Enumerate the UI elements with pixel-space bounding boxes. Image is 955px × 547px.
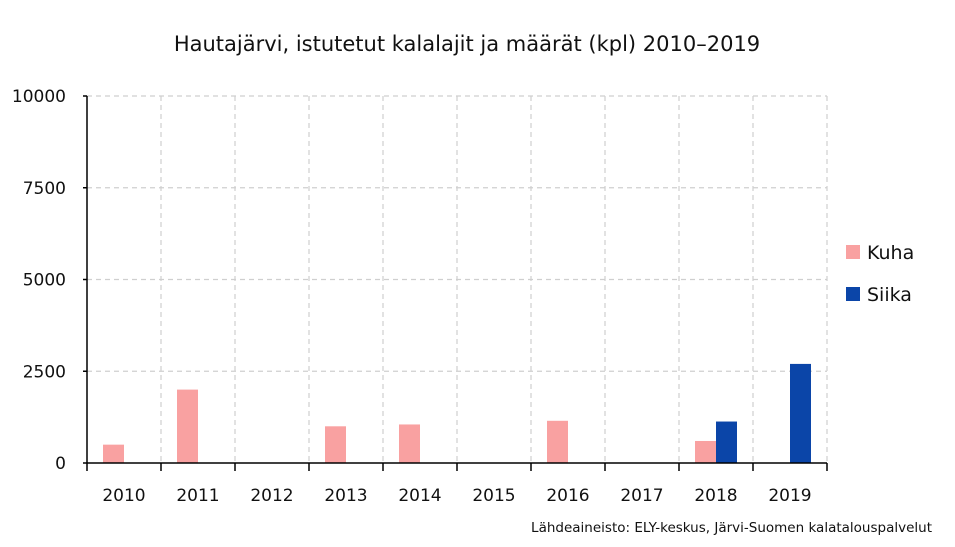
bar-kuha-2011 bbox=[177, 389, 198, 463]
bars bbox=[103, 363, 811, 463]
bar-kuha-2013 bbox=[325, 426, 346, 463]
y-tick-labels: 0 2500 5000 7500 10000 bbox=[12, 87, 66, 474]
bar-siika-2018 bbox=[716, 421, 737, 463]
bar-kuha-2010 bbox=[103, 444, 124, 463]
legend-swatch-kuha bbox=[846, 245, 860, 259]
y-tick-label: 5000 bbox=[23, 271, 66, 291]
x-tick-label: 2018 bbox=[694, 486, 737, 506]
x-tick-label: 2013 bbox=[324, 486, 367, 506]
axes bbox=[83, 95, 828, 471]
source-note: Lähdeaineisto: ELY-keskus, Järvi-Suomen … bbox=[531, 520, 932, 536]
x-tick-label: 2016 bbox=[546, 486, 589, 506]
x-tick-labels: 2010 2011 2012 2013 2014 2015 2016 2017 2018 2019 bbox=[102, 486, 811, 506]
legend-swatch-siika bbox=[846, 287, 860, 301]
x-tick-label: 2012 bbox=[250, 486, 293, 506]
bar-kuha-2018 bbox=[695, 440, 716, 463]
x-tick-label: 2017 bbox=[620, 486, 663, 506]
grid bbox=[87, 95, 828, 463]
y-tick-label: 2500 bbox=[23, 362, 66, 382]
bar-kuha-2016 bbox=[547, 420, 568, 463]
legend: Kuha Siika bbox=[846, 242, 914, 306]
chart-title: Hautajärvi, istutetut kalalajit ja määrä… bbox=[174, 32, 760, 56]
bar-siika-2019 bbox=[790, 363, 811, 463]
y-tick-label: 10000 bbox=[12, 87, 66, 107]
y-tick-label: 0 bbox=[55, 454, 66, 474]
x-tick-label: 2015 bbox=[472, 486, 515, 506]
legend-label-siika: Siika bbox=[867, 284, 912, 306]
x-tick-label: 2019 bbox=[768, 486, 811, 506]
x-tick-label: 2011 bbox=[176, 486, 219, 506]
bar-kuha-2014 bbox=[399, 424, 420, 463]
y-tick-label: 7500 bbox=[23, 179, 66, 199]
x-tick-label: 2010 bbox=[102, 486, 145, 506]
legend-label-kuha: Kuha bbox=[867, 242, 914, 264]
x-tick-label: 2014 bbox=[398, 486, 441, 506]
